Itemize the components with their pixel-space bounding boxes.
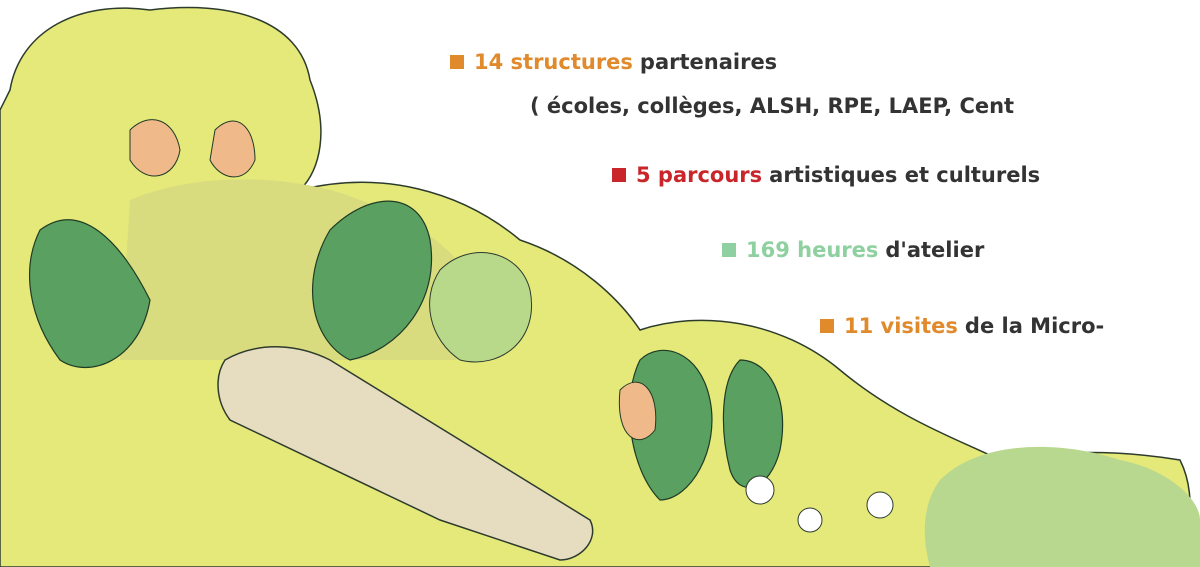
bush (430, 253, 532, 362)
item-text: artistiques et culturels (769, 163, 1040, 187)
bullet (612, 168, 626, 182)
highlight: 169 heures (746, 238, 878, 262)
garden-illustration (0, 0, 1200, 567)
item-line: 11 visites de la Micro- (820, 314, 1104, 338)
highlight: 5 parcours (636, 163, 762, 187)
highlight: 14 structures (474, 50, 633, 74)
item-line: 169 heures d'atelier (722, 238, 984, 262)
bullet (450, 55, 464, 69)
bullet (820, 319, 834, 333)
item-line: 5 parcours artistiques et culturels (612, 163, 1040, 187)
bullet (722, 243, 736, 257)
item-detail: ( écoles, collèges, ALSH, RPE, LAEP, Cen… (530, 94, 1014, 118)
page: 14 structures partenaires ( écoles, coll… (0, 0, 1200, 567)
item-line: 14 structures partenaires (450, 50, 777, 74)
highlight: 11 visites (844, 314, 958, 338)
item-text: de la Micro- (965, 314, 1104, 338)
item-text: partenaires (640, 50, 777, 74)
item-text: d'atelier (885, 238, 984, 262)
